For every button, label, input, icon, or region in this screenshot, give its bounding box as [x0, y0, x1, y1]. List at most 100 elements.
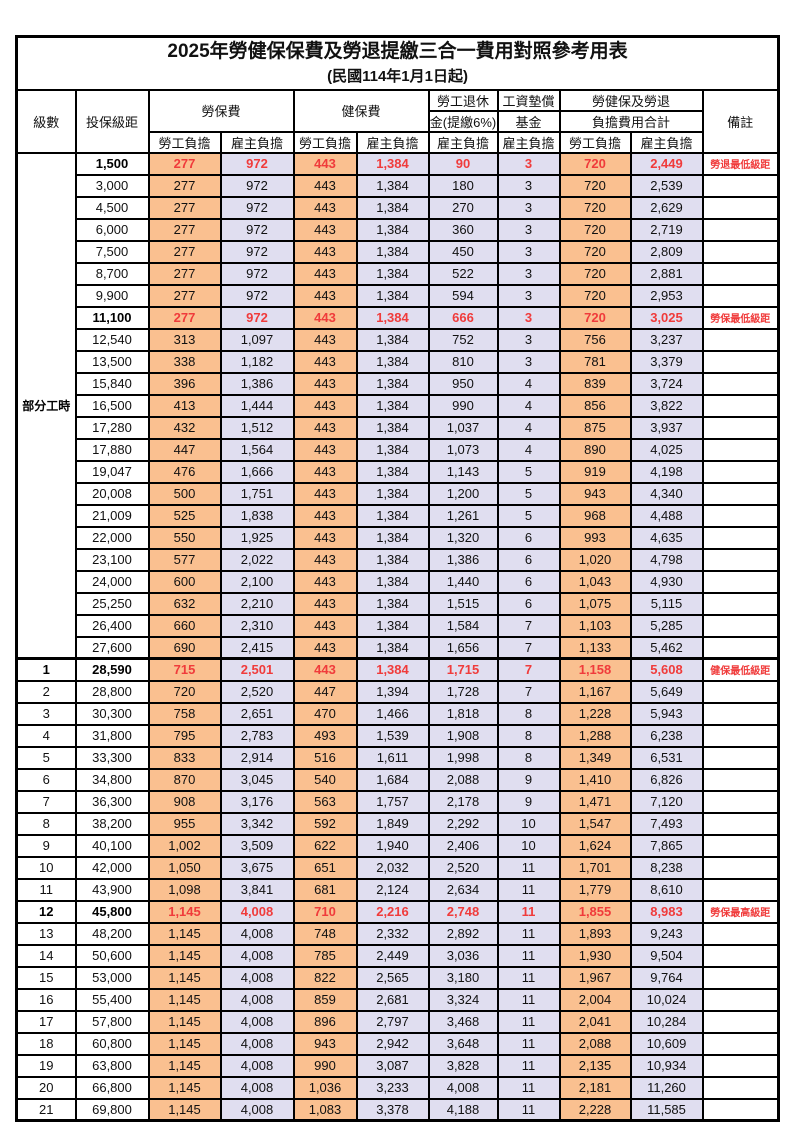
- remark-cell: [701, 1031, 780, 1056]
- total-employer-cell: 10,609: [629, 1031, 704, 1056]
- total-employee-cell: 1,020: [558, 547, 632, 572]
- bracket-cell: 55,400: [74, 987, 150, 1012]
- total-employee-cell: 720: [558, 305, 632, 330]
- wage-fund-employer-cell: 6: [496, 525, 561, 550]
- total-employer-cell: 5,462: [629, 635, 704, 660]
- health-employer-cell: 1,611: [355, 745, 430, 770]
- wage-fund-employer-cell: 11: [496, 855, 561, 880]
- labor-employer-cell: 3,342: [219, 811, 295, 836]
- total-employer-cell: 4,198: [629, 459, 704, 484]
- labor-employer-cell: 972: [219, 283, 295, 308]
- total-employer-cell: 3,379: [629, 349, 704, 374]
- total-employee-cell: 1,930: [558, 943, 632, 968]
- total-employee-cell: 1,967: [558, 965, 632, 990]
- total-employee-cell: 968: [558, 503, 632, 528]
- wage-fund-employer-cell: 11: [496, 1009, 561, 1034]
- total-employer-cell: 4,930: [629, 569, 704, 594]
- bracket-cell: 66,800: [74, 1075, 150, 1100]
- bracket-cell: 60,800: [74, 1031, 150, 1056]
- remark-cell: 勞保最低級距: [701, 305, 780, 330]
- remark-cell: [701, 877, 780, 902]
- labor-employee-cell: 758: [147, 701, 222, 726]
- bracket-cell: 42,000: [74, 855, 150, 880]
- pension-employer-cell: 1,656: [427, 635, 499, 660]
- level-cell: 2: [15, 679, 77, 704]
- wage-fund-employer-cell: 4: [496, 393, 561, 418]
- wage-fund-employer-cell: 4: [496, 437, 561, 462]
- pension-employer-cell: 2,088: [427, 767, 499, 792]
- col-header-wage-fund-line2: 基金: [496, 109, 561, 133]
- fee-table: 2025年勞健保保費及勞退提繳三合一費用對照參考用表 (民國114年1月1日起)…: [15, 35, 781, 1122]
- total-employer-cell: 5,285: [629, 613, 704, 638]
- health-employee-cell: 443: [292, 195, 358, 220]
- labor-employee-cell: 550: [147, 525, 222, 550]
- wage-fund-employer-cell: 4: [496, 415, 561, 440]
- health-employer-cell: 2,332: [355, 921, 430, 946]
- bracket-cell: 22,000: [74, 525, 150, 550]
- pension-employer-cell: 1,515: [427, 591, 499, 616]
- labor-employee-cell: 908: [147, 789, 222, 814]
- wage-fund-employer-cell: 3: [496, 305, 561, 330]
- labor-employee-cell: 447: [147, 437, 222, 462]
- bracket-cell: 7,500: [74, 239, 150, 264]
- wage-fund-employer-cell: 9: [496, 767, 561, 792]
- table-row: 21,009 525 1,838 443 1,384 1,261 5 968 4,488: [17, 503, 780, 528]
- subheader-labor-employee: 勞工負擔: [147, 130, 222, 154]
- labor-employee-cell: 1,098: [147, 877, 222, 902]
- level-cell: 9: [15, 833, 77, 858]
- level-cell: 17: [15, 1009, 77, 1034]
- wage-fund-employer-cell: 6: [496, 591, 561, 616]
- health-employee-cell: 563: [292, 789, 358, 814]
- labor-employer-cell: 4,008: [219, 1009, 295, 1034]
- pension-employer-cell: 666: [427, 305, 499, 330]
- health-employer-cell: 2,942: [355, 1031, 430, 1056]
- total-employer-cell: 8,610: [629, 877, 704, 902]
- labor-employer-cell: 4,008: [219, 943, 295, 968]
- health-employee-cell: 710: [292, 899, 358, 924]
- labor-employee-cell: 432: [147, 415, 222, 440]
- table-row: 17 57,800 1,145 4,008 896 2,797 3,468 11 2,041 10…: [15, 1009, 780, 1034]
- bracket-cell: 25,250: [74, 591, 150, 616]
- total-employer-cell: 5,608: [629, 657, 704, 682]
- pension-employer-cell: 270: [427, 195, 499, 220]
- health-employee-cell: 443: [292, 525, 358, 550]
- health-employer-cell: 1,466: [355, 701, 430, 726]
- remark-cell: 健保最低級距: [701, 657, 780, 682]
- health-employee-cell: 1,036: [292, 1075, 358, 1100]
- bracket-cell: 45,800: [74, 899, 150, 924]
- health-employer-cell: 1,384: [355, 591, 430, 616]
- col-header-total-line2: 負擔費用合計: [558, 109, 704, 133]
- page-subtitle: (民國114年1月1日起): [327, 68, 468, 86]
- wage-fund-employer-cell: 11: [496, 987, 561, 1012]
- table-row: 19 63,800 1,145 4,008 990 3,087 3,828 11 2,135 10…: [15, 1053, 780, 1078]
- table-row: 5 33,300 833 2,914 516 1,611 1,998 8 1,349 6,531: [15, 745, 780, 770]
- col-header-total-line1: 勞健保及勞退: [558, 88, 704, 112]
- level-cell: 6: [15, 767, 77, 792]
- pension-employer-cell: 3,180: [427, 965, 499, 990]
- pension-employer-cell: 1,200: [427, 481, 499, 506]
- total-employer-cell: 9,504: [629, 943, 704, 968]
- labor-employer-cell: 972: [219, 239, 295, 264]
- remark-cell: [701, 987, 780, 1012]
- total-employee-cell: 1,075: [558, 591, 632, 616]
- labor-employer-cell: 1,444: [219, 393, 295, 418]
- labor-employer-cell: 4,008: [219, 921, 295, 946]
- remark-cell: [701, 283, 780, 308]
- remark-cell: [701, 481, 780, 506]
- labor-employer-cell: 4,008: [219, 1031, 295, 1056]
- pension-employer-cell: 2,634: [427, 877, 499, 902]
- pension-employer-cell: 180: [427, 173, 499, 198]
- table-row: 8,700 277 972 443 1,384 522 3 720 2,881: [17, 261, 780, 286]
- labor-employee-cell: 500: [147, 481, 222, 506]
- total-employer-cell: 8,983: [629, 899, 704, 924]
- wage-fund-employer-cell: 10: [496, 811, 561, 836]
- remark-cell: [701, 767, 780, 792]
- pension-employer-cell: 1,584: [427, 613, 499, 638]
- table-row: 27,600 690 2,415 443 1,384 1,656 7 1,133 5,462: [17, 635, 780, 660]
- health-employer-cell: 1,384: [355, 503, 430, 528]
- labor-employer-cell: 972: [219, 151, 295, 176]
- total-employee-cell: 1,410: [558, 767, 632, 792]
- total-employee-cell: 781: [558, 349, 632, 374]
- health-employer-cell: 1,940: [355, 833, 430, 858]
- health-employer-cell: 1,384: [355, 151, 430, 176]
